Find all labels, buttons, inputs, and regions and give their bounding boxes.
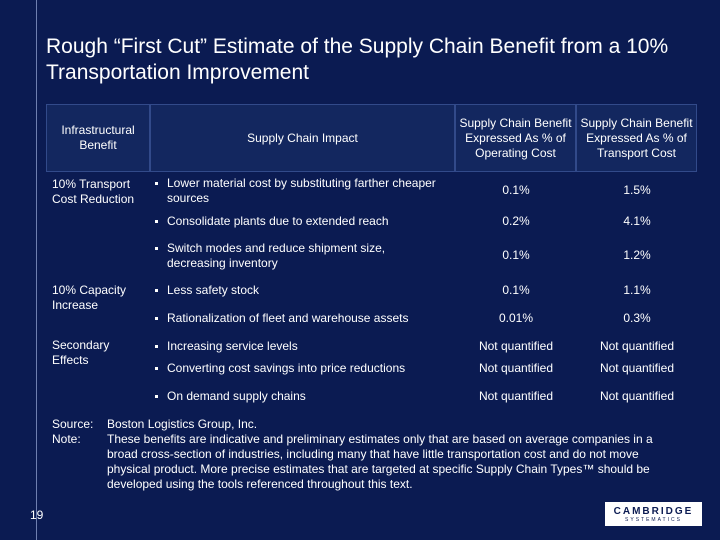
logo-sub-text: SYSTEMATICS bbox=[625, 516, 682, 523]
header-infrastructural-label: Infrastructural Benefit bbox=[61, 123, 135, 152]
operating-cost-value: Not quantified bbox=[478, 389, 554, 403]
page-title: Rough “First Cut” Estimate of the Supply… bbox=[46, 35, 669, 84]
impact-text: Less safety stock bbox=[167, 283, 260, 297]
impact-text: Switch modes and reduce shipment size, d… bbox=[167, 241, 386, 270]
page-number: 19 bbox=[30, 508, 44, 522]
header-transport-label: Supply Chain Benefit Expressed As % of T… bbox=[580, 115, 693, 160]
source-text: Boston Logistics Group, Inc. bbox=[107, 417, 258, 431]
impact-text: Lower material cost by substituting fart… bbox=[167, 176, 436, 205]
header-supply-chain-impact: Supply Chain Impact bbox=[150, 104, 455, 172]
note-label: Note: bbox=[52, 432, 81, 446]
operating-cost-value: 0.1% bbox=[502, 183, 530, 197]
operating-cost-value: 0.01% bbox=[498, 311, 534, 325]
bullet-icon bbox=[155, 220, 158, 223]
transport-cost-value: Not quantified bbox=[599, 339, 675, 353]
group-label-capacity-increase: 10% Capacity Increase bbox=[52, 283, 127, 312]
header-operating-cost: Supply Chain Benefit Expressed As % of O… bbox=[455, 104, 576, 172]
transport-cost-value: 0.3% bbox=[623, 311, 651, 325]
transport-cost-value: 1.2% bbox=[623, 248, 651, 262]
transport-cost-value: Not quantified bbox=[599, 389, 675, 403]
source-label: Source: bbox=[52, 417, 94, 431]
transport-cost-value: 4.1% bbox=[623, 214, 651, 228]
impact-text: Converting cost savings into price reduc… bbox=[167, 361, 406, 375]
impact-text: Increasing service levels bbox=[167, 339, 298, 353]
header-impact-label: Supply Chain Impact bbox=[247, 130, 358, 145]
transport-cost-value: 1.1% bbox=[623, 283, 651, 297]
bullet-icon bbox=[155, 345, 158, 348]
bullet-icon bbox=[155, 317, 158, 320]
bullet-icon bbox=[155, 395, 158, 398]
header-operating-label: Supply Chain Benefit Expressed As % of O… bbox=[459, 115, 572, 160]
left-rule bbox=[36, 0, 37, 540]
logo-main-text: CAMBRIDGE bbox=[613, 505, 694, 517]
transport-cost-value: 1.5% bbox=[623, 183, 651, 197]
header-transport-cost: Supply Chain Benefit Expressed As % of T… bbox=[576, 104, 697, 172]
impact-text: Consolidate plants due to extended reach bbox=[167, 214, 389, 228]
group-label-transport-cost-reduction: 10% Transport Cost Reduction bbox=[52, 177, 135, 206]
operating-cost-value: Not quantified bbox=[478, 361, 554, 375]
note-text: These benefits are indicative and prelim… bbox=[107, 432, 653, 491]
operating-cost-value: 0.2% bbox=[502, 214, 530, 228]
header-infrastructural-benefit: Infrastructural Benefit bbox=[46, 104, 150, 172]
impact-text: On demand supply chains bbox=[167, 389, 306, 403]
operating-cost-value: 0.1% bbox=[502, 248, 530, 262]
bullet-icon bbox=[155, 289, 158, 292]
bullet-icon bbox=[155, 182, 158, 185]
transport-cost-value: Not quantified bbox=[599, 361, 675, 375]
operating-cost-value: 0.1% bbox=[502, 283, 530, 297]
group-label-secondary-effects: Secondary Effects bbox=[52, 338, 110, 367]
impact-text: Rationalization of fleet and warehouse a… bbox=[167, 311, 409, 325]
cambridge-systematics-logo: CAMBRIDGE SYSTEMATICS bbox=[605, 502, 702, 526]
bullet-icon bbox=[155, 247, 158, 250]
operating-cost-value: Not quantified bbox=[478, 339, 554, 353]
bullet-icon bbox=[155, 367, 158, 370]
